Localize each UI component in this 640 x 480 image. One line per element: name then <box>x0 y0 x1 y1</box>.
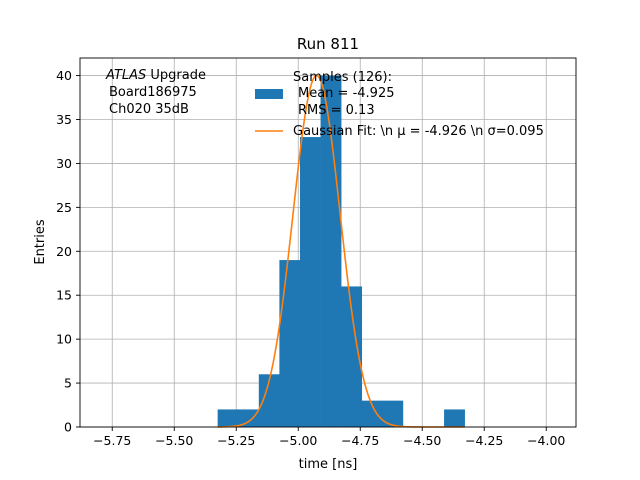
x-tick-label: −5.00 <box>279 433 317 448</box>
histogram-bar <box>444 409 465 427</box>
legend-histogram-line-3: RMS = 0.13 <box>298 103 375 118</box>
annotation-line-2: Board186975 <box>109 85 197 100</box>
plot-frame <box>79 57 577 428</box>
y-tick-label: 5 <box>64 376 72 391</box>
y-tick-label: 10 <box>56 332 72 347</box>
histogram-bar <box>217 409 239 427</box>
histogram-bar <box>279 260 301 427</box>
legend-fit-label: Gaussian Fit: \n μ = -4.926 \n σ=0.095 <box>293 124 544 139</box>
histogram-bar <box>361 400 383 427</box>
legend: Samples (126): Mean = -4.925 RMS = 0.13 … <box>255 70 544 139</box>
legend-histogram-line-1: Samples (126): <box>293 70 392 85</box>
x-tick-label: −5.75 <box>93 433 131 448</box>
legend-histogram-line-2: Mean = -4.925 <box>298 86 394 101</box>
chart-title: Run 811 <box>297 35 359 53</box>
x-axis-label: time [ns] <box>299 457 358 472</box>
x-axis-ticks: −5.75 −5.50 −5.25 −5.00 −4.75 −4.50 −4.25 −4.00 <box>93 427 565 448</box>
x-tick-label: −5.25 <box>217 433 255 448</box>
x-tick-label: −4.50 <box>403 433 441 448</box>
histogram-bars <box>217 75 465 428</box>
histogram-bar <box>238 409 260 427</box>
histogram-bar <box>299 137 321 428</box>
histogram-bar <box>341 286 363 427</box>
annotation-experiment: ATLAS <box>105 68 146 83</box>
y-tick-label: 25 <box>56 200 72 215</box>
y-tick-label: 40 <box>56 68 72 83</box>
x-tick-label: −4.75 <box>341 433 379 448</box>
histogram-bar <box>320 75 342 428</box>
histogram-bar <box>258 374 280 427</box>
y-axis-label: Entries <box>33 219 48 265</box>
legend-histogram-swatch <box>255 89 283 99</box>
y-tick-label: 0 <box>64 420 72 435</box>
y-tick-label: 20 <box>56 244 72 259</box>
y-tick-label: 15 <box>56 288 72 303</box>
y-tick-label: 30 <box>56 156 72 171</box>
histogram-bar <box>382 400 404 427</box>
y-tick-label: 35 <box>56 112 72 127</box>
atlas-annotation: ATLAS Upgrade Board186975 Ch020 35dB <box>105 68 206 117</box>
annotation-line-3: Ch020 35dB <box>109 102 189 117</box>
x-tick-label: −4.25 <box>465 433 503 448</box>
x-tick-label: −5.50 <box>155 433 193 448</box>
y-axis-ticks: 0 5 10 15 20 25 30 35 40 <box>56 68 80 435</box>
annotation-line-1: ATLAS Upgrade <box>105 68 206 83</box>
annotation-experiment-suffix: Upgrade <box>146 68 206 83</box>
x-tick-label: −4.00 <box>527 433 565 448</box>
